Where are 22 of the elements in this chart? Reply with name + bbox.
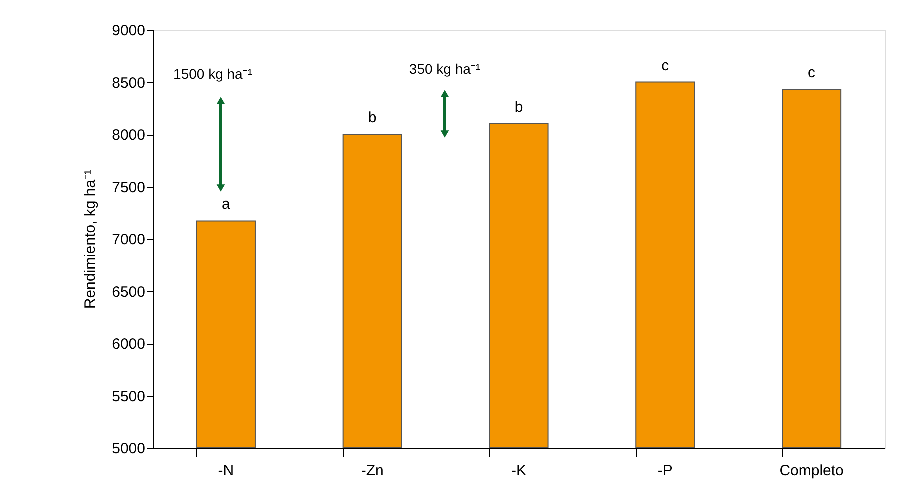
x-tick-label: -N	[218, 462, 234, 480]
annotation: 1500 kg ha⁻¹	[174, 66, 253, 82]
x-tick-label: Completo	[780, 462, 844, 480]
y-tick-label: 7500	[112, 179, 146, 196]
x-tick-label: -K	[512, 462, 526, 480]
y-tick-label: 6500	[112, 284, 146, 301]
y-axis-title: Rendimiento, kg ha⁻¹	[82, 170, 100, 310]
x-tick-label: -P	[658, 462, 673, 480]
data-label: b	[368, 110, 377, 126]
x-tick-label: -Zn	[361, 462, 384, 480]
y-tick-label: 5000	[112, 440, 146, 458]
data-label: b	[514, 99, 524, 116]
data-label: c	[662, 57, 670, 74]
data-label: c	[808, 64, 816, 82]
y-tick-label: 9000	[112, 22, 146, 40]
y-tick-label: 8500	[112, 74, 146, 92]
y-tick-label: 7000	[112, 232, 146, 248]
data-label: a	[222, 196, 232, 214]
y-tick-label: 6000	[112, 336, 146, 353]
y-tick-label: 8000	[112, 127, 146, 144]
y-tick-label: 5500	[112, 388, 146, 406]
annotation: 350 kg ha⁻¹	[409, 61, 481, 77]
